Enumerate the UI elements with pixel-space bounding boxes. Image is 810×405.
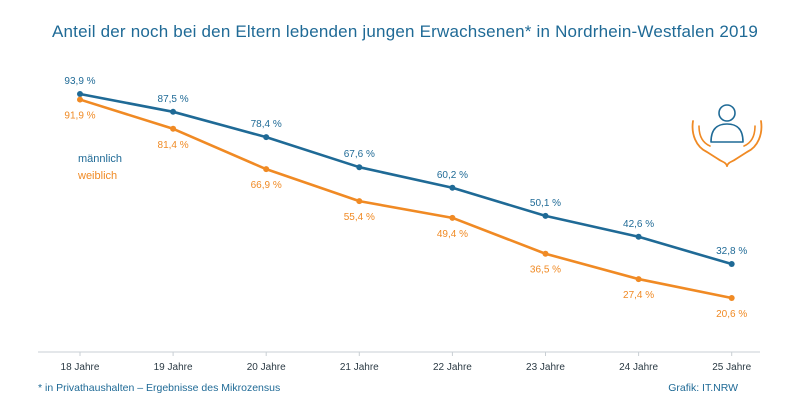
x-tick-label: 19 Jahre (154, 362, 193, 373)
data-point-female (449, 214, 456, 221)
data-label-male: 93,9 % (64, 76, 95, 87)
x-tick-marks (79, 352, 733, 356)
data-point-female (542, 250, 549, 257)
data-label-male: 42,6 % (623, 219, 654, 230)
data-label-female: 27,4 % (623, 290, 654, 301)
data-point-male (449, 184, 456, 191)
data-label-female: 20,6 % (716, 309, 747, 320)
data-point-male (542, 212, 549, 219)
x-tick-label: 24 Jahre (619, 362, 658, 373)
data-point-male (356, 164, 363, 171)
data-point-female (356, 198, 363, 205)
data-point-male (77, 91, 83, 97)
x-tick-label: 20 Jahre (247, 362, 286, 373)
data-label-female: 91,9 % (64, 111, 95, 122)
x-tick-label: 25 Jahre (712, 362, 751, 373)
series-line-female (79, 98, 732, 300)
data-label-female: 55,4 % (344, 212, 375, 223)
legend-male: männlich (78, 153, 123, 165)
data-point-male (170, 108, 177, 115)
data-label-female: 49,4 % (437, 229, 468, 240)
x-tick-label: 21 Jahre (340, 362, 379, 373)
legend-female: weiblich (78, 170, 118, 182)
x-tick-label: 22 Jahre (433, 362, 472, 373)
data-label-female: 81,4 % (158, 140, 189, 151)
series-layer (77, 91, 735, 301)
chart-title: Anteil der noch bei den Eltern lebenden … (51, 22, 759, 41)
x-tick-labels: 18 Jahre 19 Jahre 20 Jahre 21 Jahre 22 Jahre… (61, 362, 752, 373)
data-label-male: 60,2 % (437, 170, 468, 181)
data-point-male (635, 233, 642, 240)
data-label-male: 87,5 % (158, 94, 189, 105)
data-labels: 93,9 % 87,5 % 78,4 % 67,6 % 60,2 % 50,1 % 42,6… (64, 76, 747, 320)
x-tick-label: 18 Jahre (61, 362, 100, 373)
data-point-female (170, 125, 177, 132)
footnote: * in Privathaushalten – Ergebnisse des M… (38, 382, 281, 394)
data-label-male: 67,6 % (344, 149, 375, 160)
data-point-male (728, 261, 735, 268)
data-label-female: 66,9 % (251, 180, 282, 191)
data-label-male: 50,1 % (530, 198, 561, 209)
data-point-female (263, 166, 270, 173)
data-label-male: 78,4 % (251, 119, 282, 130)
person-in-hands-icon (691, 104, 763, 167)
credit: Grafik: IT.NRW (668, 382, 738, 394)
data-point-female (635, 276, 642, 283)
data-point-male (263, 134, 270, 141)
data-label-female: 36,5 % (530, 265, 561, 276)
data-point-female (728, 295, 735, 301)
data-label-male: 32,8 % (716, 246, 747, 257)
data-point-female (77, 96, 83, 103)
series-line-male (79, 92, 733, 266)
x-tick-label: 23 Jahre (526, 362, 565, 373)
